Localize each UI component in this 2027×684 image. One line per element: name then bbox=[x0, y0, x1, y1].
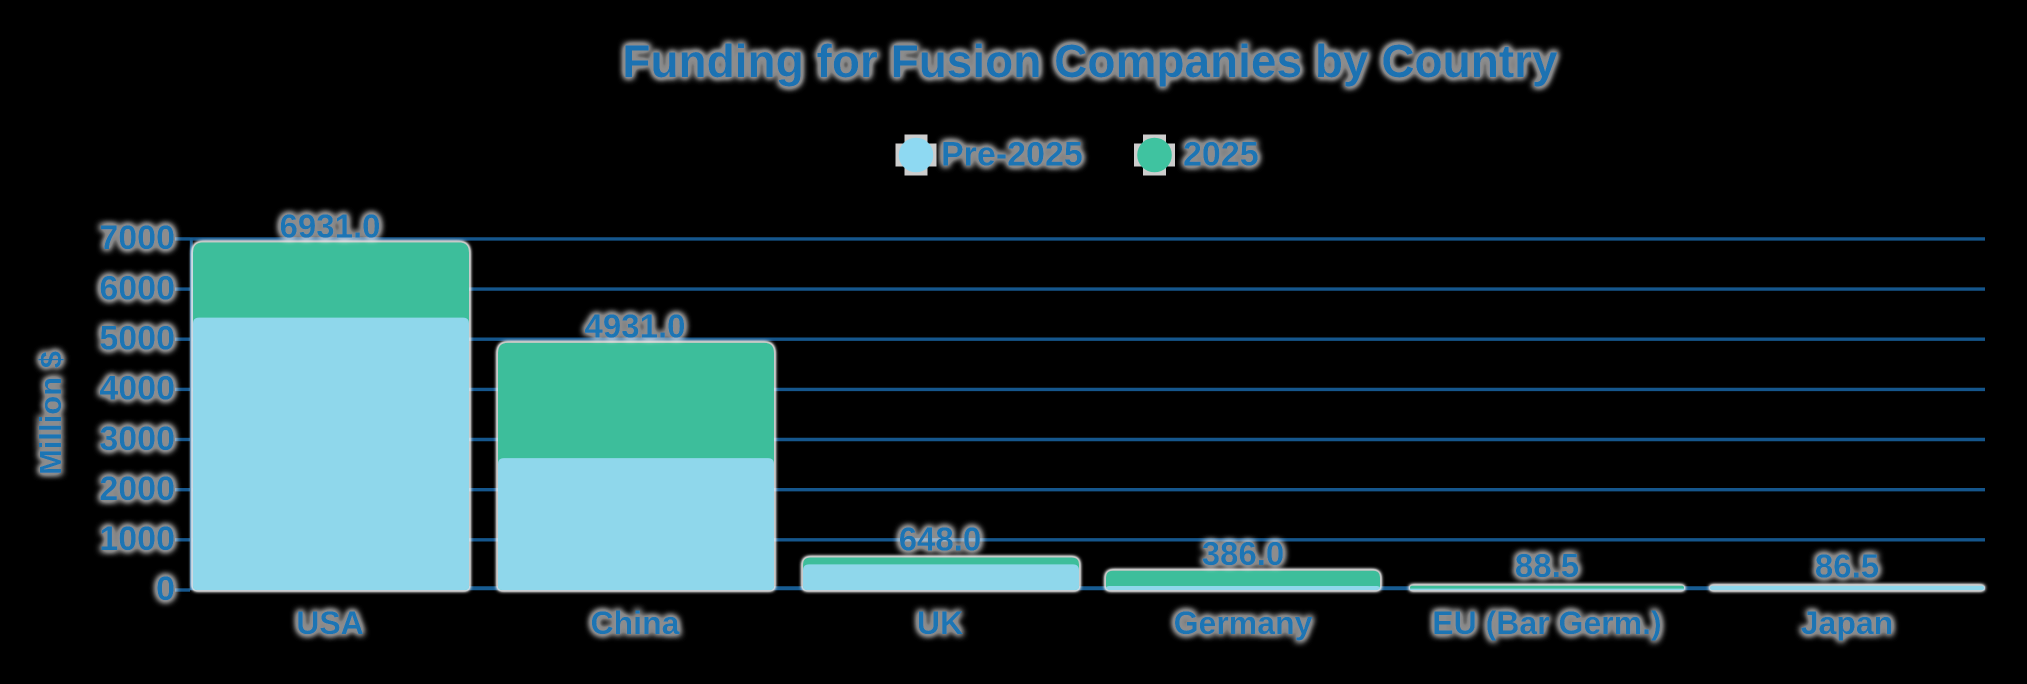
svg-text:China: China bbox=[591, 605, 680, 641]
svg-text:88.5: 88.5 bbox=[1515, 547, 1579, 584]
svg-text:7000: 7000 bbox=[99, 219, 175, 257]
svg-text:2025: 2025 bbox=[1183, 136, 1259, 174]
svg-text:6000: 6000 bbox=[99, 269, 175, 307]
svg-text:UK: UK bbox=[917, 605, 963, 641]
svg-text:86.5: 86.5 bbox=[1815, 548, 1879, 585]
svg-text:3000: 3000 bbox=[99, 420, 175, 458]
svg-text:Pre-2025: Pre-2025 bbox=[941, 136, 1083, 174]
svg-text:1000: 1000 bbox=[99, 520, 175, 558]
svg-text:USA: USA bbox=[296, 605, 364, 641]
svg-text:0: 0 bbox=[156, 570, 175, 608]
svg-text:Funding for Fusion Companies b: Funding for Fusion Companies by Country bbox=[622, 35, 1558, 87]
svg-text:Germany: Germany bbox=[1174, 605, 1313, 641]
svg-text:4000: 4000 bbox=[99, 370, 175, 408]
svg-text:Japan: Japan bbox=[1801, 605, 1893, 641]
svg-text:Million $: Million $ bbox=[33, 351, 68, 475]
svg-text:386.0: 386.0 bbox=[1202, 535, 1285, 572]
svg-text:5000: 5000 bbox=[99, 320, 175, 358]
svg-text:4931.0: 4931.0 bbox=[585, 308, 686, 345]
svg-text:2000: 2000 bbox=[99, 470, 175, 508]
svg-text:EU (Bar Germ.): EU (Bar Germ.) bbox=[1432, 605, 1661, 641]
svg-text:648.0: 648.0 bbox=[899, 521, 982, 558]
svg-text:6931.0: 6931.0 bbox=[280, 208, 381, 245]
